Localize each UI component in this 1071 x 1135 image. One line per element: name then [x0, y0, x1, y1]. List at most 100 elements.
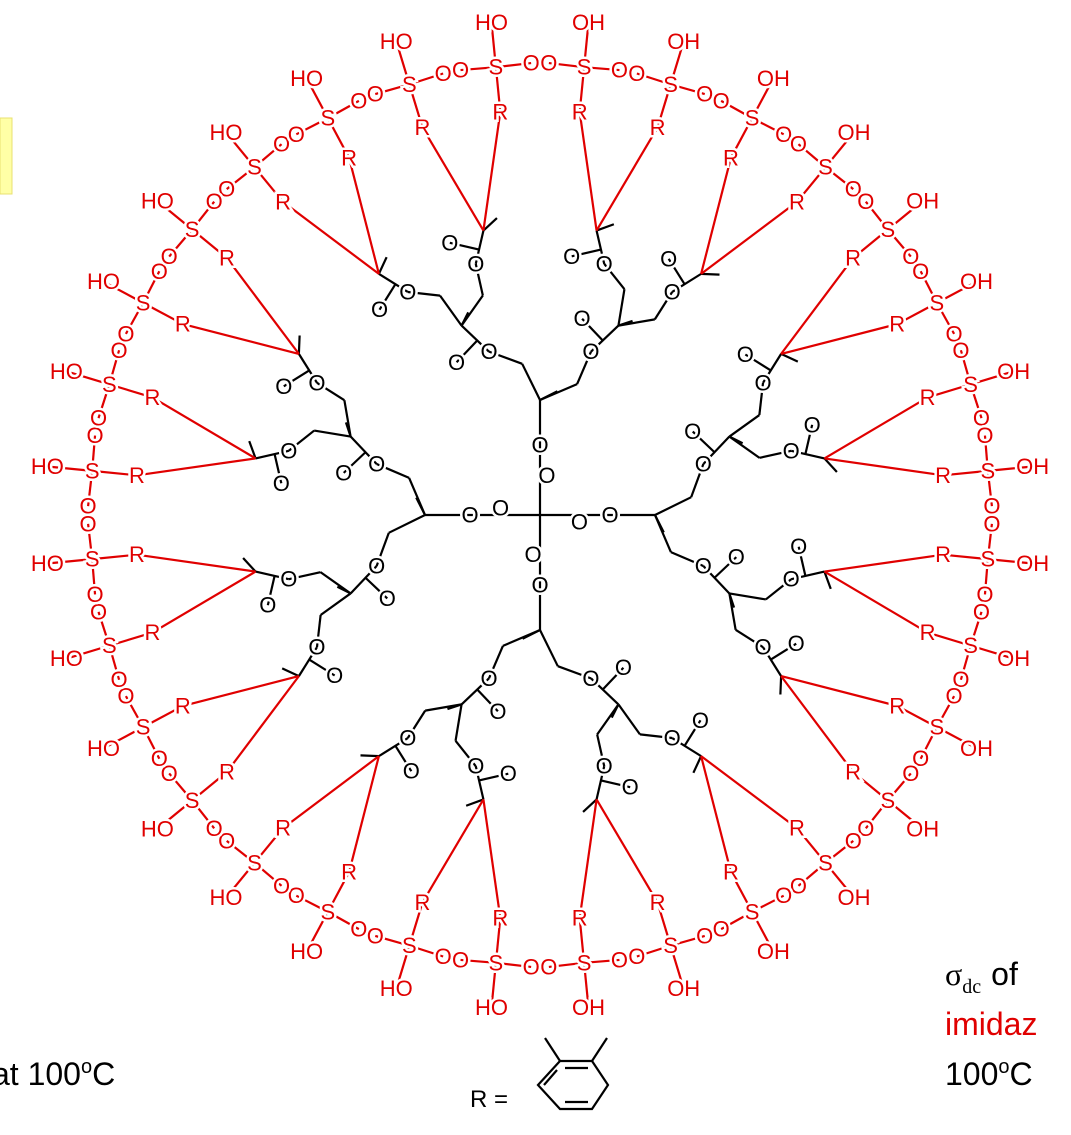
atom-label: O — [692, 708, 709, 733]
atom-label: S — [321, 106, 336, 131]
atom-label: R — [129, 463, 145, 488]
bond — [701, 158, 731, 274]
atom-label: O — [531, 573, 548, 598]
bond — [655, 497, 691, 515]
atom-label: O — [350, 88, 367, 113]
atom-label: O — [563, 244, 580, 269]
bond — [781, 354, 798, 362]
atom-label: OH — [572, 995, 605, 1020]
atom-label: S — [881, 788, 896, 813]
atom-label: R — [889, 693, 905, 718]
atom-label: O — [288, 883, 305, 908]
bond — [462, 295, 483, 325]
atom-label: O — [582, 666, 599, 691]
bond — [299, 336, 300, 354]
bond — [729, 415, 759, 437]
atom-label: S — [102, 372, 117, 397]
bond — [349, 158, 379, 274]
atom-label: HO — [87, 736, 120, 761]
atom-label: R — [572, 99, 588, 124]
atom-label: O — [611, 947, 628, 972]
atom-label: OH — [1016, 551, 1049, 576]
atom-label: OH — [906, 817, 939, 842]
atom-label: O — [435, 61, 452, 86]
atom-label: O — [86, 582, 103, 607]
atom-label: O — [540, 51, 557, 76]
bond — [701, 202, 797, 274]
atom-label: O — [754, 370, 771, 395]
atom-label: O — [628, 61, 645, 86]
atom-label: HO — [31, 551, 64, 576]
atom-label: O — [845, 828, 862, 853]
atom-label: O — [435, 944, 452, 969]
atom-label: O — [80, 494, 97, 519]
bond — [379, 257, 387, 274]
atom-label: R — [650, 890, 666, 915]
atom-label: O — [448, 350, 465, 375]
bond — [618, 289, 624, 325]
atom-label: O — [946, 684, 963, 709]
atom-label: O — [280, 438, 297, 463]
atom-label: R — [492, 906, 508, 931]
atom-label: O — [308, 370, 325, 395]
atom-label: O — [371, 297, 388, 322]
bond — [227, 258, 299, 354]
bond — [283, 202, 379, 274]
atom-label: R — [341, 145, 357, 170]
atom-label: R — [845, 759, 861, 784]
atom-label: R — [144, 620, 160, 645]
atom-label: R — [920, 385, 936, 410]
bond — [540, 384, 577, 400]
atom-label: S — [402, 933, 417, 958]
atom-label: O — [788, 631, 805, 656]
atom-label: S — [136, 290, 151, 315]
atom-label: O — [754, 635, 771, 660]
atom-label: HO — [290, 66, 323, 91]
atom-label: HO — [290, 939, 323, 964]
atom-label: O — [582, 339, 599, 364]
atom-label: O — [399, 279, 416, 304]
bond — [580, 112, 597, 231]
bond — [389, 515, 425, 533]
bond — [227, 676, 299, 772]
bond — [824, 458, 943, 475]
atom-label: O — [538, 463, 555, 488]
atom-label: S — [489, 950, 504, 975]
atom-label: R — [275, 189, 291, 214]
atom-label: HO — [475, 995, 508, 1020]
right-caption-line3: 100oC — [945, 1056, 1033, 1092]
benzene-ring — [538, 1038, 608, 1109]
atom-label: O — [368, 553, 385, 578]
bond — [781, 676, 897, 706]
atom-label: S — [963, 633, 978, 658]
atom-label: R — [723, 145, 739, 170]
atom-label: R — [789, 189, 805, 214]
atom-label: R — [219, 759, 235, 784]
bond — [729, 437, 759, 458]
atom-label: O — [540, 954, 557, 979]
bond — [183, 324, 299, 354]
atom-label: HO — [380, 976, 413, 1001]
atom-label: S — [85, 458, 100, 483]
atom-label: OH — [667, 29, 700, 54]
atom-label: O — [574, 306, 591, 331]
bond — [618, 319, 654, 325]
bond — [320, 572, 350, 593]
atom-label: R — [650, 115, 666, 140]
atom-label: O — [857, 189, 874, 214]
atom-label: O — [611, 58, 628, 83]
atom-label: O — [912, 259, 929, 284]
bond — [425, 704, 461, 710]
atom-label: O — [737, 342, 754, 367]
atom-label: R — [492, 99, 508, 124]
atom-label: O — [615, 655, 632, 680]
atom-label: S — [980, 547, 995, 572]
atom-label: O — [684, 419, 701, 444]
bond — [409, 478, 425, 515]
atom-label: O — [523, 51, 540, 76]
bond — [422, 127, 483, 230]
atom-label: OH — [960, 736, 993, 761]
bond — [824, 397, 927, 458]
bond — [440, 296, 462, 326]
atom-label: OH — [572, 10, 605, 35]
